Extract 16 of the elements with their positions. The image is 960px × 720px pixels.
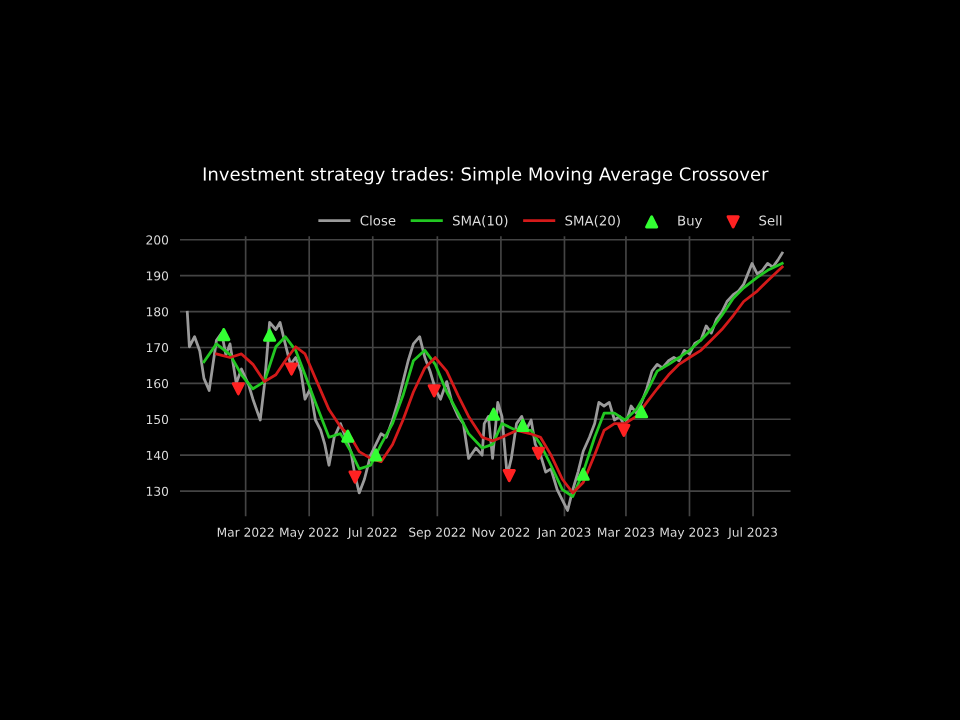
point (217, 327, 231, 342)
point (231, 382, 245, 396)
point (576, 467, 590, 481)
point (284, 362, 299, 376)
point (263, 328, 277, 342)
point (531, 446, 545, 460)
point (617, 423, 631, 438)
point (427, 384, 441, 398)
point (516, 418, 530, 432)
point (634, 405, 649, 419)
point (341, 429, 355, 443)
point (348, 470, 362, 484)
point (369, 448, 383, 462)
point (487, 407, 501, 421)
point (502, 469, 516, 483)
chart-title: Investment strategy trades: Simple Moving Average Crossover (203, 166, 769, 185)
